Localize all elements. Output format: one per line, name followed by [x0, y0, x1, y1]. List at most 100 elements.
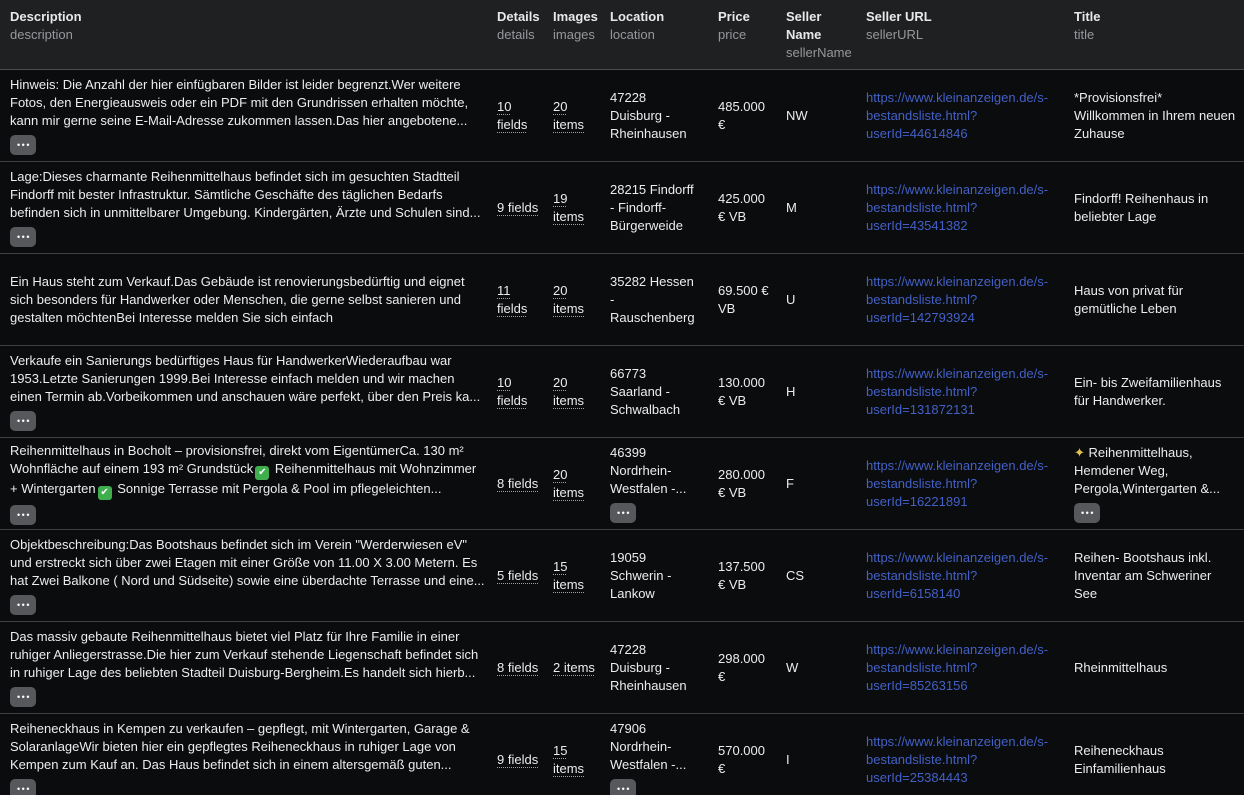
header-cell-seller-url[interactable]: Seller URL sellerURL — [866, 8, 1074, 44]
cell-description: Lage:Dieses charmante Reihenmittelhaus b… — [10, 168, 497, 247]
title-text: Findorff! Reihenhaus in beliebter Lage — [1074, 190, 1209, 224]
location-text: 47228 Duisburg - Rheinhausen — [610, 89, 687, 141]
expand-description-button[interactable] — [10, 505, 36, 525]
cell-seller-name: U — [786, 291, 866, 309]
seller-url-link[interactable]: https://www.kleinanzeigen.de/s-bestandsl… — [866, 89, 1049, 141]
expand-description-button[interactable] — [10, 227, 36, 247]
cell-images: 20 items — [553, 466, 610, 502]
header-cell-title[interactable]: Title title — [1074, 8, 1244, 44]
ellipsis-icon — [616, 509, 630, 518]
column-label: Seller URL — [866, 9, 932, 24]
ellipsis-icon — [16, 785, 30, 794]
expand-description-button[interactable] — [10, 135, 36, 155]
price-text: 280.000 € VB — [718, 466, 765, 500]
header-cell-details[interactable]: Details details — [497, 8, 553, 44]
table-row: Reihenmittelhaus in Bocholt – provisions… — [0, 438, 1244, 530]
description-text: Reiheneckhaus in Kempen zu verkaufen – g… — [10, 721, 470, 772]
ellipsis-icon — [16, 693, 30, 702]
cell-seller-url: https://www.kleinanzeigen.de/s-bestandsl… — [866, 89, 1074, 143]
table-row: Ein Haus steht zum Verkauf.Das Gebäude i… — [0, 254, 1244, 346]
images-count[interactable]: 15 items — [553, 742, 585, 776]
cell-price: 137.500 € VB — [718, 558, 786, 594]
table-row: Objektbeschreibung:Das Bootshaus befinde… — [0, 530, 1244, 622]
cell-price: 280.000 € VB — [718, 466, 786, 502]
column-label: Location — [610, 9, 665, 24]
cell-seller-name: M — [786, 199, 866, 217]
table-row: Das massiv gebaute Reihenmittelhaus biet… — [0, 622, 1244, 714]
images-count[interactable]: 19 items — [553, 190, 585, 224]
seller-name-text: NW — [786, 107, 808, 123]
details-count[interactable]: 8 fields — [497, 659, 539, 675]
cell-seller-url: https://www.kleinanzeigen.de/s-bestandsl… — [866, 181, 1074, 235]
details-count[interactable]: 9 fields — [497, 199, 539, 215]
cell-details: 5 fields — [497, 567, 553, 585]
table-row: Reiheneckhaus in Kempen zu verkaufen – g… — [0, 714, 1244, 795]
ellipsis-icon — [1080, 509, 1094, 518]
cell-seller-name: H — [786, 383, 866, 401]
cell-images: 2 items — [553, 659, 610, 677]
table-row: Verkaufe ein Sanierungs bedürftiges Haus… — [0, 346, 1244, 438]
expand-description-button[interactable] — [10, 411, 36, 431]
price-text: 485.000 € — [718, 98, 765, 132]
seller-url-link[interactable]: https://www.kleinanzeigen.de/s-bestandsl… — [866, 273, 1049, 325]
details-count[interactable]: 9 fields — [497, 751, 539, 767]
cell-title: Reiheneckhaus Einfamilienhaus — [1074, 742, 1244, 778]
column-key: details — [497, 27, 535, 42]
expand-title-button[interactable] — [1074, 503, 1100, 523]
cell-seller-url: https://www.kleinanzeigen.de/s-bestandsl… — [866, 457, 1074, 511]
images-count[interactable]: 20 items — [553, 466, 585, 500]
cell-location: 19059 Schwerin - Lankow — [610, 549, 718, 603]
header-cell-price[interactable]: Price price — [718, 8, 786, 44]
seller-url-link[interactable]: https://www.kleinanzeigen.de/s-bestandsl… — [866, 641, 1049, 693]
cell-seller-url: https://www.kleinanzeigen.de/s-bestandsl… — [866, 273, 1074, 327]
header-cell-images[interactable]: Images images — [553, 8, 610, 44]
seller-url-link[interactable]: https://www.kleinanzeigen.de/s-bestandsl… — [866, 733, 1049, 785]
column-label: Description — [10, 9, 82, 24]
price-text: 425.000 € VB — [718, 190, 765, 224]
images-count[interactable]: 20 items — [553, 282, 585, 316]
cell-images: 20 items — [553, 98, 610, 134]
images-count[interactable]: 20 items — [553, 374, 585, 408]
seller-name-text: U — [786, 291, 796, 307]
cell-price: 69.500 € VB — [718, 282, 786, 318]
location-text: 28215 Findorff - Findorff-Bürgerweide — [610, 181, 694, 233]
expand-location-button[interactable] — [610, 779, 636, 795]
location-text: 47228 Duisburg - Rheinhausen — [610, 641, 687, 693]
details-count[interactable]: 8 fields — [497, 475, 539, 491]
cell-seller-url: https://www.kleinanzeigen.de/s-bestandsl… — [866, 365, 1074, 419]
expand-description-button[interactable] — [10, 687, 36, 707]
expand-description-button[interactable] — [10, 595, 36, 615]
cell-title: *Provisionsfrei* Willkommen in Ihrem neu… — [1074, 89, 1244, 143]
seller-url-link[interactable]: https://www.kleinanzeigen.de/s-bestandsl… — [866, 457, 1049, 509]
cell-title: ✦ Reihenmittelhaus, Hemdener Weg, Pergol… — [1074, 444, 1244, 523]
details-count[interactable]: 5 fields — [497, 567, 539, 583]
seller-url-link[interactable]: https://www.kleinanzeigen.de/s-bestandsl… — [866, 365, 1049, 417]
title-text: Rheinmittelhaus — [1074, 659, 1168, 675]
images-count[interactable]: 20 items — [553, 98, 585, 132]
details-count[interactable]: 10 fields — [497, 98, 528, 132]
column-label: Title — [1074, 9, 1101, 24]
seller-url-link[interactable]: https://www.kleinanzeigen.de/s-bestandsl… — [866, 181, 1049, 233]
header-cell-description[interactable]: Description description — [10, 8, 497, 44]
images-count[interactable]: 15 items — [553, 558, 585, 592]
ellipsis-icon — [616, 785, 630, 794]
expand-description-button[interactable] — [10, 779, 36, 795]
details-count[interactable]: 11 fields — [497, 282, 528, 316]
column-key: sellerURL — [866, 27, 924, 42]
location-text: 66773 Saarland - Schwalbach — [610, 365, 681, 417]
header-cell-location[interactable]: Location location — [610, 8, 718, 44]
column-key: price — [718, 27, 747, 42]
images-count[interactable]: 2 items — [553, 659, 595, 675]
location-text: 35282 Hessen - Rauschenberg — [610, 273, 695, 325]
cell-images: 20 items — [553, 374, 610, 410]
details-count[interactable]: 10 fields — [497, 374, 528, 408]
cell-seller-url: https://www.kleinanzeigen.de/s-bestandsl… — [866, 549, 1074, 603]
seller-url-link[interactable]: https://www.kleinanzeigen.de/s-bestandsl… — [866, 549, 1049, 601]
cell-seller-name: CS — [786, 567, 866, 585]
seller-name-text: H — [786, 383, 796, 399]
cell-title: Rheinmittelhaus — [1074, 659, 1244, 677]
header-cell-seller-name[interactable]: Seller Name sellerName — [786, 8, 866, 62]
location-text: 19059 Schwerin - Lankow — [610, 549, 672, 601]
expand-location-button[interactable] — [610, 503, 636, 523]
